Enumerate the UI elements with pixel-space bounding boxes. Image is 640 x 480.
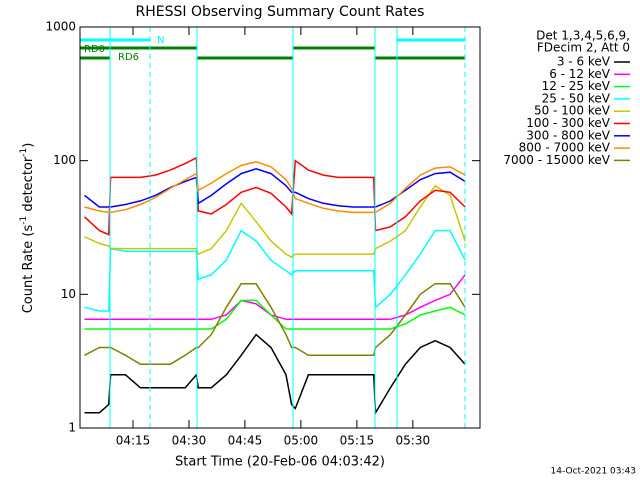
legend-label: 100 - 300 keV: [526, 116, 610, 130]
legend-label: 7000 - 15000 keV: [503, 153, 610, 167]
plot-area: [83, 156, 466, 416]
annotation: N: [157, 35, 164, 46]
header-line: FDecim 2, Att 0: [537, 41, 630, 55]
legend-label: 50 - 100 keV: [534, 104, 611, 118]
x-tick-label: 04:45: [228, 434, 263, 448]
series-line: [84, 333, 466, 416]
legend-label: 3 - 6 keV: [557, 55, 611, 69]
series-line: [84, 282, 466, 365]
flags: N RD0 RD6: [80, 27, 466, 428]
x-axis-label: Start Time (20-Feb-06 04:03:42): [175, 455, 385, 470]
x-tick-label: 05:30: [396, 434, 431, 448]
annotation: RD0: [84, 44, 105, 55]
y-tick-label: 10: [61, 287, 76, 301]
series-line: [83, 156, 466, 236]
y-axis-label: Count Rate (s-1 detector-1): [19, 143, 36, 314]
y-label-sup: -1: [19, 216, 29, 225]
x-tick-label: 04:15: [116, 434, 151, 448]
timestamp: 14-Oct-2021 03:43: [551, 467, 636, 477]
header-line: Det 1,3,4,5,6,9,: [536, 29, 630, 43]
series-line: [84, 168, 466, 208]
x-tick-label: 05:00: [284, 434, 319, 448]
series-line: [84, 161, 466, 214]
series-line: [84, 184, 466, 258]
legend-label: 6 - 12 keV: [549, 67, 611, 81]
x-tick-label: 04:30: [172, 434, 207, 448]
x-tick-label: 05:15: [340, 434, 375, 448]
plot-frame: [79, 26, 481, 429]
y-label-sup: -1: [19, 148, 29, 157]
y-label-part: Count Rate (s: [21, 225, 36, 314]
legend-label: 300 - 800 keV: [526, 128, 610, 142]
y-label-part: ): [21, 143, 36, 148]
y-tick-label: 1000: [45, 20, 76, 34]
legend-label: 12 - 25 keV: [542, 79, 611, 93]
y-tick-label: 100: [53, 153, 76, 167]
chart-title: RHESSI Observing Summary Count Rates: [136, 4, 425, 20]
y-label-part: detector: [21, 156, 36, 216]
y-tick-label: 1: [68, 421, 76, 435]
legend-label: 800 - 7000 keV: [519, 141, 611, 155]
series-line: [84, 229, 466, 312]
legend-label: 25 - 50 keV: [542, 91, 611, 105]
annotation: RD6: [118, 52, 139, 63]
series-line: [84, 274, 466, 321]
